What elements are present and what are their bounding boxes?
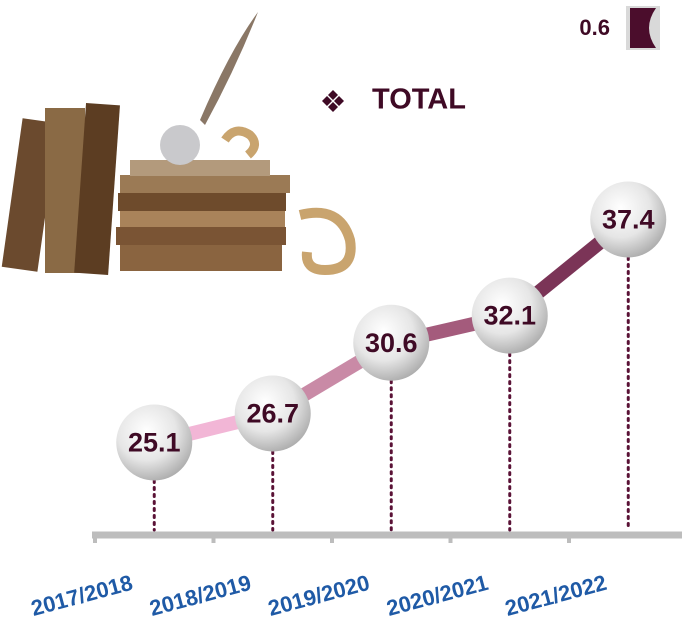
- x-tick-label: 2020/2021: [384, 570, 491, 621]
- x-tick-label: 2018/2019: [147, 570, 254, 621]
- value-label: 37.4: [602, 205, 655, 235]
- value-label: 30.6: [365, 328, 418, 358]
- x-tick-label: 2021/2022: [502, 570, 609, 621]
- value-label: 25.1: [128, 428, 181, 458]
- x-tick-label: 2017/2018: [28, 570, 135, 621]
- chart-title: TOTAL: [372, 84, 466, 116]
- books-illustration: [2, 12, 351, 275]
- x-tick-label: 2019/2020: [265, 570, 372, 621]
- title-bullet: [322, 90, 344, 112]
- corner-label: 0.6: [579, 15, 610, 40]
- value-label: 32.1: [483, 301, 536, 331]
- value-label: 26.7: [246, 399, 299, 429]
- chart: TOTAL 0.6 25.126.730.632.137.42017/20182…: [0, 0, 682, 634]
